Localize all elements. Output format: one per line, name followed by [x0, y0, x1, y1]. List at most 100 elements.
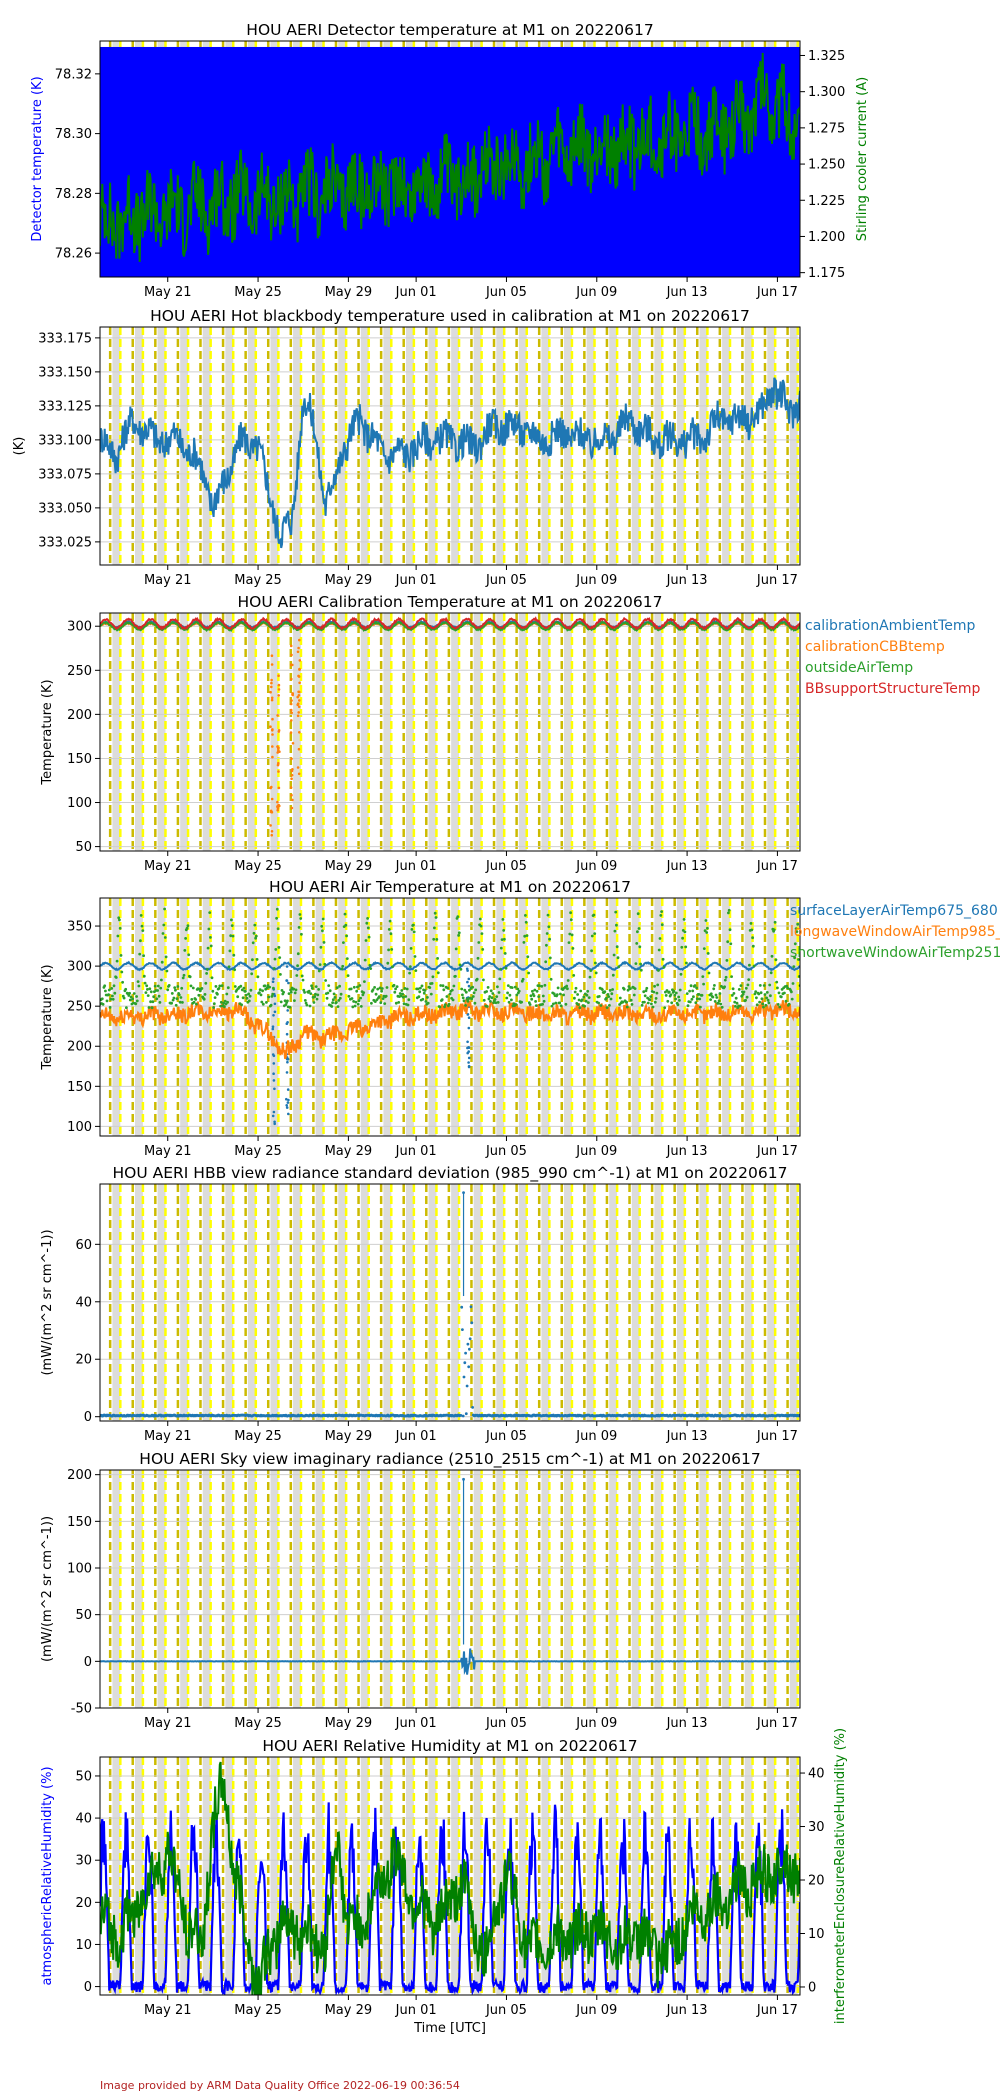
- data-point: [397, 1001, 401, 1004]
- data-point: [128, 998, 132, 1002]
- data-point: [639, 968, 643, 972]
- y-tick-label: 0: [84, 1980, 92, 1995]
- data-point: [678, 988, 682, 992]
- x-tick-label: May 25: [234, 285, 282, 300]
- x-tick-label: Jun 17: [756, 1716, 798, 1731]
- x-tick-label: May 21: [144, 285, 192, 300]
- night-band: [631, 1470, 640, 1708]
- data-point: [273, 957, 277, 961]
- data-point: [185, 926, 189, 930]
- spike-point: [467, 1065, 471, 1069]
- data-point: [371, 988, 375, 992]
- x-tick-label: Jun 09: [575, 285, 617, 300]
- data-point: [155, 997, 159, 1001]
- data-point: [470, 997, 474, 1001]
- night-band: [202, 1470, 211, 1708]
- data-point: [629, 987, 632, 990]
- data-point: [568, 932, 572, 936]
- night-band: [564, 898, 572, 1136]
- night-band: [293, 613, 301, 851]
- spike-point: [298, 668, 301, 671]
- night-band: [744, 613, 753, 851]
- data-point: [387, 928, 391, 931]
- data-point: [738, 1004, 742, 1008]
- night-band: [112, 1184, 121, 1421]
- night-band: [518, 898, 527, 1136]
- series-group: [100, 46, 800, 277]
- data-point: [139, 914, 143, 917]
- data-point: [369, 967, 373, 970]
- spike-point: [269, 725, 272, 728]
- data-point: [309, 992, 313, 995]
- night-band: [247, 613, 256, 851]
- spike-point: [272, 1062, 276, 1065]
- data-point: [688, 989, 691, 993]
- data-point: [471, 985, 474, 989]
- data-point: [118, 918, 121, 922]
- data-point: [339, 992, 343, 996]
- data-point: [242, 986, 246, 990]
- data-point: [226, 1000, 230, 1004]
- night-band: [360, 1757, 369, 1995]
- spike-point: [298, 659, 302, 662]
- data-point: [754, 990, 758, 993]
- data-point: [278, 956, 282, 959]
- y2-tick-label: 1.275: [808, 121, 845, 136]
- data-point: [787, 1002, 791, 1006]
- data-point: [548, 956, 552, 960]
- data-point: [477, 941, 481, 944]
- data-point: [790, 990, 793, 994]
- data-point: [606, 993, 610, 996]
- night-band: [383, 1470, 392, 1708]
- data-point: [191, 986, 195, 990]
- data-point: [648, 998, 652, 1002]
- spike-point: [298, 638, 301, 642]
- data-point: [331, 998, 335, 1002]
- data-point: [381, 997, 385, 1000]
- data-point: [236, 995, 240, 999]
- data-point: [617, 965, 621, 969]
- data-point: [387, 948, 390, 952]
- x-tick-label: Jun 17: [756, 285, 798, 300]
- data-point: [430, 982, 434, 985]
- night-band: [789, 1184, 798, 1421]
- x-tick-label: Jun 05: [485, 1144, 527, 1159]
- night-band: [247, 1470, 256, 1708]
- data-point: [556, 986, 560, 990]
- data-point: [332, 992, 336, 996]
- x-tick-label: May 25: [234, 1716, 282, 1731]
- spike-point: [271, 980, 275, 983]
- data-point: [501, 918, 505, 921]
- data-point: [676, 1003, 680, 1007]
- data-point: [202, 997, 206, 1001]
- data-point: [459, 1414, 463, 1417]
- data-point: [580, 998, 584, 1002]
- data-point: [597, 995, 601, 998]
- data-point: [769, 994, 772, 998]
- data-point: [530, 997, 534, 1001]
- data-point: [269, 1003, 273, 1007]
- data-point: [367, 935, 371, 939]
- y-tick-label: 150: [67, 1515, 92, 1530]
- night-band: [586, 613, 595, 851]
- data-point: [163, 936, 167, 939]
- y2-tick-label: 30: [808, 1820, 825, 1835]
- data-point: [770, 954, 774, 958]
- night-band: [541, 1184, 550, 1421]
- data-point: [355, 989, 359, 993]
- data-point: [476, 956, 480, 960]
- data-point: [272, 986, 275, 990]
- night-band: [225, 1470, 234, 1708]
- data-point: [192, 1000, 196, 1004]
- data-point: [442, 988, 446, 992]
- spike-point: [276, 745, 279, 748]
- data-point: [768, 983, 772, 987]
- data-point: [719, 1002, 723, 1006]
- spike-point: [270, 833, 274, 837]
- data-point: [672, 989, 676, 993]
- x-tick-label: Jun 01: [395, 1429, 437, 1444]
- data-point: [607, 995, 611, 998]
- data-point: [584, 999, 588, 1003]
- night-band: [338, 613, 347, 851]
